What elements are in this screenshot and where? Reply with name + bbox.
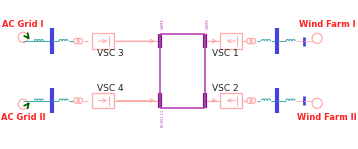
Text: VSC 1: VSC 1 — [212, 49, 239, 58]
Text: Wind Farm II: Wind Farm II — [297, 113, 357, 122]
Bar — [220, 93, 242, 108]
Text: BUS01 11: BUS01 11 — [161, 110, 165, 127]
Text: Wind Farm I: Wind Farm I — [299, 20, 355, 29]
Text: VSC 2: VSC 2 — [212, 84, 239, 93]
Text: AC Grid II: AC Grid II — [1, 113, 45, 122]
Bar — [92, 93, 114, 108]
Text: VSM1: VSM1 — [161, 18, 165, 29]
Text: VSC 3: VSC 3 — [97, 49, 124, 58]
Text: VSC 4: VSC 4 — [97, 84, 124, 93]
Text: VSM2: VSM2 — [206, 18, 211, 29]
Bar — [220, 33, 242, 49]
Text: AC Grid I: AC Grid I — [3, 20, 44, 29]
Bar — [92, 33, 114, 49]
